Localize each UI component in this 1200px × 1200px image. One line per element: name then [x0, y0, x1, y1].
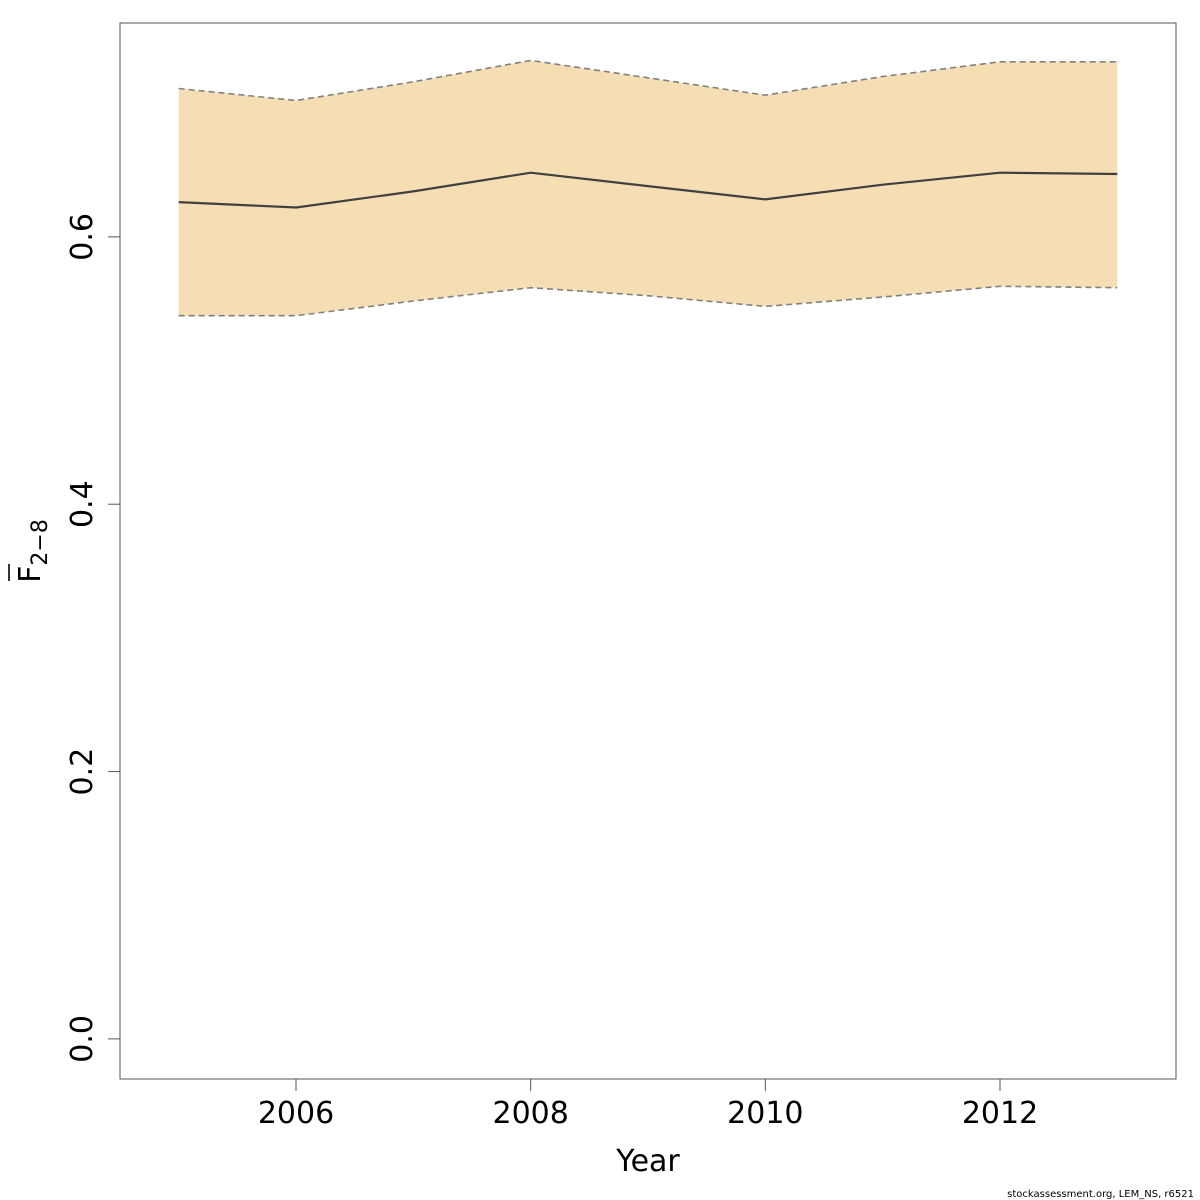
- y-tick-label-group-0.4: 0.4: [65, 480, 100, 528]
- y-tick-label-0.0: 0.0: [65, 1015, 100, 1063]
- x-tick-label-2010: 2010: [727, 1096, 803, 1131]
- x-tick-label-2012: 2012: [962, 1096, 1038, 1131]
- x-tick-label-2006: 2006: [258, 1096, 334, 1131]
- svg-text:F2−8: F2−8: [13, 519, 53, 583]
- y-axis-title-subscript: 2−8: [28, 519, 53, 565]
- y-tick-label-0.6: 0.6: [65, 213, 100, 261]
- upper-bound-line: [178, 59, 1118, 102]
- estimate-line: [178, 171, 1118, 209]
- y-tick-label-0.2: 0.2: [65, 748, 100, 796]
- bounds-layer: [178, 59, 1118, 317]
- x-axis-title: Year: [615, 1144, 680, 1179]
- estimate-layer: [178, 171, 1118, 209]
- confidence-band: [178, 60, 1118, 316]
- y-tick-label-group-0.6: 0.6: [65, 213, 100, 261]
- y-axis-title-main: F: [13, 566, 48, 583]
- lower-bound-line: [178, 285, 1118, 317]
- x-tick-label-2008: 2008: [492, 1096, 568, 1131]
- y-axis: 0.0 0.2 0.4 0.6: [65, 213, 120, 1063]
- y-tick-label-0.4: 0.4: [65, 480, 100, 528]
- x-axis: 2006 2008 2010 2012: [258, 1079, 1038, 1131]
- footer-credit: stockassessment.org, LEM_NS, r6521: [1007, 1189, 1194, 1200]
- y-tick-label-group-0.2: 0.2: [65, 748, 100, 796]
- confidence-band-layer: [178, 60, 1118, 316]
- plot-frame: [119, 22, 1177, 1080]
- y-axis-title: F2−8: [8, 519, 53, 583]
- y-tick-label-group-0.0: 0.0: [65, 1015, 100, 1063]
